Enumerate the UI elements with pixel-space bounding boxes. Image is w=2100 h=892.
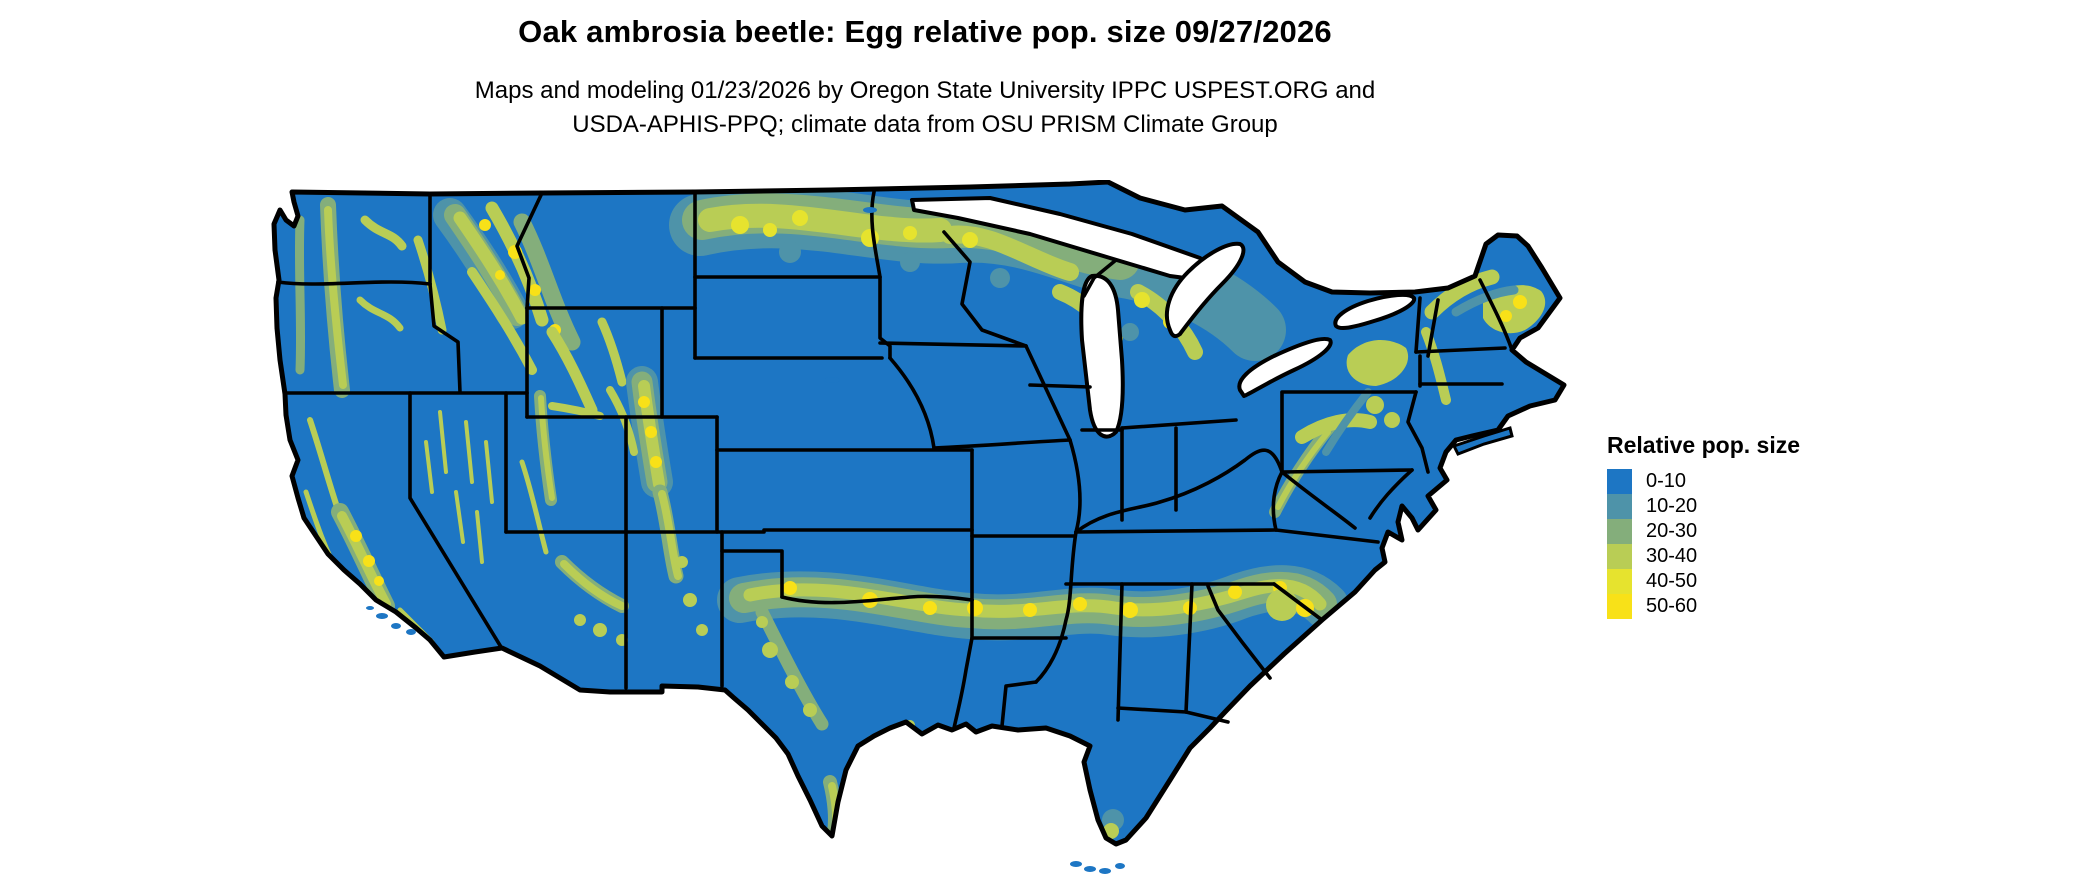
legend-label: 10-20 (1646, 495, 1698, 517)
offshore-islands (366, 207, 1125, 874)
us-outline (271, 179, 1567, 847)
lake-ontario (1333, 292, 1417, 331)
state-borders (276, 190, 1514, 730)
legend-swatch-30-40 (1607, 544, 1632, 569)
us-population-map (270, 179, 1590, 885)
great-lakes (910, 196, 1417, 439)
subtitle-line-1: Maps and modeling 01/23/2026 by Oregon S… (474, 77, 1376, 104)
legend-label: 20-30 (1646, 520, 1698, 542)
land-base (274, 182, 1564, 844)
legend-label: 40-50 (1646, 570, 1698, 592)
legend-swatch-50-60 (1607, 594, 1632, 619)
legend-swatch-0-10 (1607, 469, 1632, 494)
legend-item: 40-50 (1607, 569, 1800, 594)
legend-swatch-10-20 (1607, 494, 1632, 519)
legend-item: 20-30 (1607, 519, 1800, 544)
us-map-svg (271, 179, 1567, 874)
subtitle: Maps and modeling 01/23/2026 by Oregon S… (0, 74, 1850, 142)
legend-item: 0-10 (1607, 469, 1800, 494)
page-title: Oak ambrosia beetle: Egg relative pop. s… (518, 14, 1332, 49)
legend-label: 30-40 (1646, 545, 1698, 567)
subtitle-line-2: USDA-APHIS-PPQ; climate data from OSU PR… (572, 111, 1278, 138)
legend-item: 30-40 (1607, 544, 1800, 569)
legend-title: Relative pop. size (1607, 432, 1801, 458)
lake-huron (1164, 241, 1246, 339)
long-island (1451, 426, 1514, 456)
legend-swatch-20-30 (1607, 519, 1632, 544)
title-block: Oak ambrosia beetle: Egg relative pop. s… (0, 14, 1850, 142)
lake-michigan (1079, 273, 1125, 439)
legend-swatch-40-50 (1607, 569, 1632, 594)
legend-item: 10-20 (1607, 494, 1800, 519)
lake-erie (1237, 337, 1333, 398)
legend-label: 0-10 (1646, 470, 1687, 492)
legend-item: 50-60 (1607, 594, 1800, 619)
map-legend: Relative pop. size 0-10 10-20 20-30 30-4… (1607, 432, 1800, 619)
legend-label: 50-60 (1646, 595, 1698, 617)
